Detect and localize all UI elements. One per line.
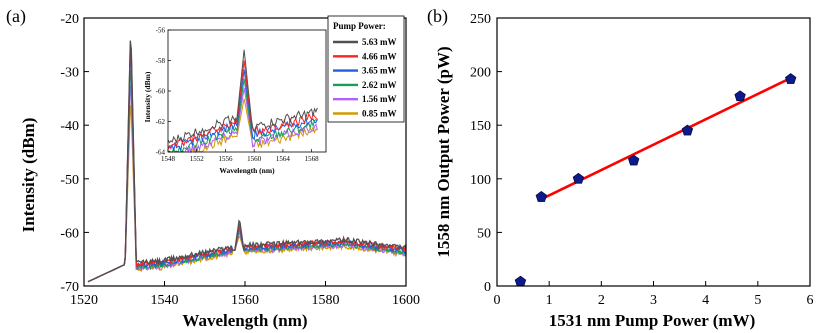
x-tick-label: 5 (754, 293, 761, 308)
chart-b-x-axis-title: 1531 nm Pump Power (mW) (549, 311, 756, 330)
x-tick-label: 3 (650, 293, 657, 308)
legend-label: 0.85 mW (362, 109, 397, 119)
x-tick-label: 1560 (231, 293, 259, 308)
inset-x-tick-label: 1560 (247, 155, 262, 163)
data-point (535, 191, 548, 202)
y-tick-label: -60 (60, 226, 79, 241)
chart-b-y-axis-title: 1558 nm Output Power (pW) (434, 46, 453, 257)
chart-b-frame (496, 17, 811, 287)
chart-b-plot-area (514, 73, 797, 287)
legend-label: 2.62 mW (362, 80, 397, 90)
x-tick-label: 1600 (392, 293, 420, 308)
data-point (734, 90, 746, 102)
inset-series-line-5-63-mW (167, 49, 318, 144)
y-tick-label: 50 (477, 226, 491, 241)
x-tick-label: 2 (598, 293, 605, 308)
y-tick-label: 100 (470, 173, 491, 188)
y-tick-label: -40 (60, 119, 79, 134)
x-tick-label: 1 (546, 293, 553, 308)
inset-x-tick-label: 1548 (161, 155, 176, 163)
data-point (628, 154, 640, 166)
inset-x-tick-label: 1564 (276, 155, 291, 163)
inset-y-tick-label: -58 (156, 57, 166, 65)
y-tick-label: -70 (60, 280, 79, 295)
inset-x-tick-label: 1556 (218, 155, 233, 163)
x-tick-label: 0 (494, 293, 501, 308)
chart-a-legend: Pump Power: 5.63 mW 4.66 mW 3.65 mW 2.62 mW… (327, 15, 405, 123)
y-tick-label: -20 (60, 12, 79, 27)
chart-b: (b) 0 1 2 3 4 5 6 0 50 100 150 200 250 1531 nm Pump … (427, 6, 814, 330)
x-tick-label: 1520 (70, 293, 98, 308)
x-tick-label: 1540 (151, 293, 179, 308)
legend-label: 1.56 mW (362, 94, 397, 104)
chart-a-x-axis-title: Wavelength (nm) (182, 311, 307, 330)
x-tick-label: 4 (702, 293, 709, 308)
chart-a-legend-box (327, 15, 405, 123)
legend-label: 3.65 mW (362, 66, 397, 76)
chart-a-legend-title: Pump Power: (333, 21, 386, 31)
chart-a-legend-entries: 5.63 mW 4.66 mW 3.65 mW 2.62 mW 1.56 mW 0.85 … (333, 37, 397, 119)
y-tick-label: 150 (470, 119, 491, 134)
data-point (785, 73, 797, 84)
legend-label: 4.66 mW (362, 51, 397, 61)
inset-y-tick-label: -60 (156, 88, 166, 96)
chart-a-inset-ticks: 1548 1552 1556 1560 1564 1568 -64 -62 -60 -58 -56 (156, 27, 327, 163)
chart-a-plot-area (87, 40, 407, 283)
panel-label-a: (a) (6, 6, 26, 27)
chart-a-inset: 1548 1552 1556 1560 1564 1568-64-62-60-58-56 … (143, 27, 327, 175)
y-tick-label: 200 (470, 66, 491, 81)
inset-y-tick-label: -64 (156, 149, 166, 157)
chart-b-ticks: 0 1 2 3 4 5 6 0 50 100 150 200 250 (470, 12, 814, 308)
chart-a-inset-x-axis-title: Wavelength (nm) (219, 166, 275, 175)
inset-series-line-4-66-mW (167, 60, 318, 150)
inset-x-tick-label: 1568 (305, 155, 320, 163)
x-tick-label: 1580 (312, 293, 340, 308)
y-tick-label: 250 (470, 12, 491, 27)
chart-a-inset-plot-area (167, 30, 326, 154)
inset-y-tick-label: -56 (156, 27, 166, 35)
x-tick-label: 6 (807, 293, 814, 308)
y-tick-label: 0 (484, 280, 491, 295)
inset-y-tick-label: -62 (156, 118, 166, 126)
series-line-5-63-mW (87, 40, 407, 283)
chart-a-ticks: 1520 1540 1560 1580 1600 -70 -60 -50 -40 -30 -20 (60, 12, 420, 308)
y-tick-label: -50 (60, 173, 79, 188)
legend-label: 5.63 mW (362, 37, 397, 47)
series-line-4-66-mW (87, 45, 407, 283)
data-point (681, 124, 694, 136)
chart-a-y-axis-title: Intensity (dBm) (19, 118, 38, 233)
data-point (514, 275, 527, 287)
series-line-0-85-mW (87, 105, 407, 283)
inset-x-tick-label: 1552 (190, 155, 205, 163)
panel-label-b: (b) (427, 6, 448, 27)
chart-a-inset-y-axis-title: Intensity (dBm) (143, 71, 152, 122)
y-tick-label: -30 (60, 66, 79, 81)
data-point (572, 172, 585, 184)
chart-a: (a) 1520 1540 1560 1580 1600 -70 -60 -50 -40 -30 -… (6, 6, 420, 330)
